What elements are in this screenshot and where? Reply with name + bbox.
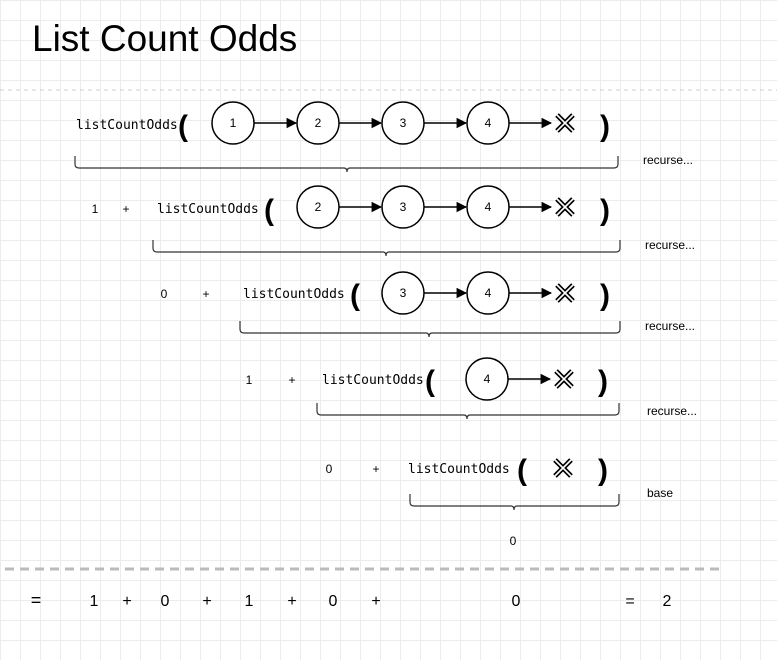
node-value: 1	[230, 116, 237, 130]
summary-term-2: 0	[161, 593, 170, 610]
brace-label: recurse...	[647, 404, 697, 418]
null-x-icon	[553, 458, 573, 478]
plus-sign: +	[372, 462, 379, 476]
equals-sign: =	[31, 590, 42, 610]
list-node-2: 2	[296, 101, 340, 145]
prefix-count: 0	[326, 462, 333, 476]
plus-sign: +	[122, 593, 131, 610]
curly-brace	[316, 403, 620, 420]
summary-term-1: 1	[90, 593, 99, 610]
prefix-count: 1	[92, 202, 99, 216]
curly-brace	[239, 321, 621, 338]
list-node-4: 4	[466, 101, 510, 145]
close-paren: )	[600, 110, 610, 143]
null-x-icon	[555, 197, 575, 217]
plus-sign: +	[202, 287, 209, 301]
list-node-1: 1	[211, 101, 255, 145]
node-value: 4	[485, 286, 492, 300]
close-paren: )	[598, 365, 608, 398]
function-call-label: listCountOdds	[243, 287, 345, 302]
base-case-result: 0	[510, 534, 517, 548]
open-paren: (	[178, 110, 188, 143]
brace-label: recurse...	[645, 238, 695, 252]
list-node-3: 3	[381, 185, 425, 229]
list-node-2: 2	[296, 185, 340, 229]
plus-sign: +	[371, 593, 380, 610]
brace-label: recurse...	[643, 153, 693, 167]
null-x-icon	[555, 113, 575, 133]
open-paren: (	[350, 279, 360, 312]
recursion-row-5: 0 + listCountOdds ( ) base 0	[326, 454, 674, 548]
summary-term-4: 0	[329, 593, 338, 610]
page-title: List Count Odds	[32, 18, 298, 59]
recursion-row-4: 1 + listCountOdds ( 4 ) recurse...	[246, 357, 697, 420]
brace-label: base	[647, 486, 673, 500]
list-node-4: 4	[466, 185, 510, 229]
function-call-label: listCountOdds	[322, 373, 424, 388]
plus-sign: +	[202, 593, 211, 610]
summary-term-3: 1	[245, 593, 254, 610]
node-value: 2	[315, 200, 322, 214]
function-call-label: listCountOdds	[76, 118, 178, 133]
list-node-3: 3	[381, 101, 425, 145]
list-node-4: 4	[466, 271, 510, 315]
node-value: 4	[485, 200, 492, 214]
null-x-icon	[555, 283, 575, 303]
function-call-label: listCountOdds	[157, 202, 259, 217]
node-value: 4	[485, 116, 492, 130]
close-paren: )	[600, 194, 610, 227]
prefix-count: 1	[246, 373, 253, 387]
plus-sign: +	[288, 373, 295, 387]
list-node-4: 4	[465, 357, 509, 401]
plus-sign: +	[122, 202, 129, 216]
close-paren: )	[598, 454, 608, 487]
null-x-icon	[554, 369, 574, 389]
recursion-row-2: 1 + listCountOdds ( 2 3 4 ) recurse...	[92, 185, 695, 257]
node-value: 3	[400, 200, 407, 214]
node-value: 2	[315, 116, 322, 130]
equals-sign: =	[625, 593, 634, 610]
curly-brace	[152, 240, 621, 257]
plus-sign: +	[287, 593, 296, 610]
node-value: 3	[400, 116, 407, 130]
summary-equation: = 1 + 0 + 1 + 0 + 0 = 2	[31, 590, 672, 610]
curly-brace	[74, 156, 619, 173]
open-paren: (	[264, 194, 274, 227]
node-value: 4	[484, 372, 491, 386]
recursion-row-3: 0 + listCountOdds ( 3 4 ) recurse...	[161, 271, 695, 338]
close-paren: )	[600, 279, 610, 312]
function-call-label: listCountOdds	[408, 462, 510, 477]
curly-brace	[409, 494, 620, 511]
open-paren: (	[425, 365, 435, 398]
recursion-row-1: listCountOdds ( 1 2 3 4 ) recur	[74, 101, 693, 173]
summary-result: 2	[663, 593, 672, 610]
brace-label: recurse...	[645, 319, 695, 333]
list-node-3: 3	[381, 271, 425, 315]
prefix-count: 0	[161, 287, 168, 301]
node-value: 3	[400, 286, 407, 300]
open-paren: (	[517, 454, 527, 487]
summary-term-5: 0	[512, 593, 521, 610]
